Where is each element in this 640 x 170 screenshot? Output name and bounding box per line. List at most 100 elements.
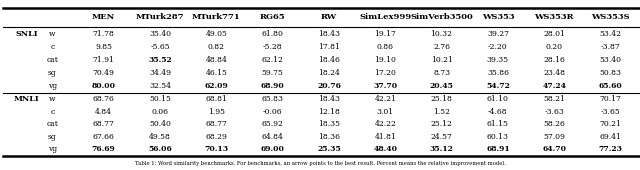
Text: 35.86: 35.86 bbox=[487, 69, 509, 77]
Text: 17.20: 17.20 bbox=[374, 69, 396, 77]
Text: 8.73: 8.73 bbox=[433, 69, 450, 77]
Text: -5.28: -5.28 bbox=[263, 43, 282, 51]
Text: 49.58: 49.58 bbox=[149, 133, 171, 141]
Text: SNLI: SNLI bbox=[15, 30, 38, 38]
Text: 68.29: 68.29 bbox=[205, 133, 227, 141]
Text: SimVerb3500: SimVerb3500 bbox=[410, 13, 473, 21]
Text: 10.32: 10.32 bbox=[431, 30, 452, 38]
Text: 18.35: 18.35 bbox=[318, 120, 340, 128]
Text: 42.22: 42.22 bbox=[374, 120, 396, 128]
Text: 18.24: 18.24 bbox=[318, 69, 340, 77]
Text: 61.15: 61.15 bbox=[487, 120, 509, 128]
Text: 65.83: 65.83 bbox=[262, 95, 284, 103]
Text: -3.63: -3.63 bbox=[544, 107, 564, 116]
Text: 68.81: 68.81 bbox=[205, 95, 227, 103]
Text: 1.95: 1.95 bbox=[208, 107, 225, 116]
Text: 68.90: 68.90 bbox=[260, 82, 285, 90]
Text: 48.84: 48.84 bbox=[205, 56, 227, 64]
Text: 70.21: 70.21 bbox=[600, 120, 621, 128]
Text: MTurk771: MTurk771 bbox=[192, 13, 241, 21]
Text: 2.76: 2.76 bbox=[433, 43, 450, 51]
Text: 46.15: 46.15 bbox=[205, 69, 227, 77]
Text: -3.65: -3.65 bbox=[601, 107, 620, 116]
Text: 0.86: 0.86 bbox=[377, 43, 394, 51]
Text: 65.92: 65.92 bbox=[262, 120, 284, 128]
Text: 18.46: 18.46 bbox=[318, 56, 340, 64]
Text: 58.26: 58.26 bbox=[543, 120, 565, 128]
Text: sg: sg bbox=[48, 133, 57, 141]
Text: 0.82: 0.82 bbox=[208, 43, 225, 51]
Text: -3.87: -3.87 bbox=[601, 43, 620, 51]
Text: 0.20: 0.20 bbox=[546, 43, 563, 51]
Text: 69.41: 69.41 bbox=[600, 133, 621, 141]
Text: 76.69: 76.69 bbox=[92, 145, 116, 153]
Text: w: w bbox=[49, 30, 56, 38]
Text: 28.01: 28.01 bbox=[543, 30, 565, 38]
Text: 18.43: 18.43 bbox=[318, 30, 340, 38]
Text: 77.23: 77.23 bbox=[598, 145, 623, 153]
Text: 80.00: 80.00 bbox=[92, 82, 116, 90]
Text: MTurk287: MTurk287 bbox=[136, 13, 184, 21]
Text: 48.40: 48.40 bbox=[373, 145, 397, 153]
Text: RW: RW bbox=[321, 13, 337, 21]
Text: 57.09: 57.09 bbox=[543, 133, 565, 141]
Text: -0.06: -0.06 bbox=[263, 107, 282, 116]
Text: c: c bbox=[51, 43, 54, 51]
Text: 24.57: 24.57 bbox=[431, 133, 452, 141]
Text: WS353: WS353 bbox=[482, 13, 514, 21]
Text: 34.49: 34.49 bbox=[149, 69, 171, 77]
Text: 39.35: 39.35 bbox=[487, 56, 509, 64]
Text: 19.17: 19.17 bbox=[374, 30, 396, 38]
Text: 68.77: 68.77 bbox=[205, 120, 227, 128]
Text: 37.70: 37.70 bbox=[373, 82, 397, 90]
Text: 62.12: 62.12 bbox=[262, 56, 284, 64]
Text: 58.21: 58.21 bbox=[543, 95, 565, 103]
Text: 70.13: 70.13 bbox=[204, 145, 228, 153]
Text: 53.42: 53.42 bbox=[600, 30, 621, 38]
Text: 35.40: 35.40 bbox=[149, 30, 171, 38]
Text: 47.24: 47.24 bbox=[542, 82, 566, 90]
Text: 20.76: 20.76 bbox=[317, 82, 341, 90]
Text: 19.10: 19.10 bbox=[374, 56, 396, 64]
Text: 39.27: 39.27 bbox=[487, 30, 509, 38]
Text: 56.06: 56.06 bbox=[148, 145, 172, 153]
Text: cat: cat bbox=[47, 56, 58, 64]
Text: 71.78: 71.78 bbox=[93, 30, 115, 38]
Text: sg: sg bbox=[48, 69, 57, 77]
Text: WS353S: WS353S bbox=[591, 13, 630, 21]
Text: -2.20: -2.20 bbox=[488, 43, 508, 51]
Text: vg: vg bbox=[48, 145, 57, 153]
Text: 3.01: 3.01 bbox=[377, 107, 394, 116]
Text: 49.05: 49.05 bbox=[205, 30, 227, 38]
Text: SimLex999: SimLex999 bbox=[359, 13, 412, 21]
Text: w: w bbox=[49, 95, 56, 103]
Text: -4.68: -4.68 bbox=[488, 107, 508, 116]
Text: 42.21: 42.21 bbox=[374, 95, 396, 103]
Text: 59.75: 59.75 bbox=[262, 69, 284, 77]
Text: 67.66: 67.66 bbox=[93, 133, 115, 141]
Text: MEN: MEN bbox=[92, 13, 115, 21]
Text: 12.18: 12.18 bbox=[318, 107, 340, 116]
Text: 54.72: 54.72 bbox=[486, 82, 510, 90]
Text: Table 1: Word similarity benchmarks. For benchmarks, an arrow points to the best: Table 1: Word similarity benchmarks. For… bbox=[134, 161, 506, 166]
Text: 68.91: 68.91 bbox=[486, 145, 510, 153]
Text: 70.49: 70.49 bbox=[93, 69, 115, 77]
Text: 28.16: 28.16 bbox=[543, 56, 565, 64]
Text: 18.43: 18.43 bbox=[318, 95, 340, 103]
Text: 71.91: 71.91 bbox=[93, 56, 115, 64]
Text: 32.54: 32.54 bbox=[149, 82, 171, 90]
Text: 65.60: 65.60 bbox=[598, 82, 623, 90]
Text: 4.84: 4.84 bbox=[95, 107, 112, 116]
Text: 9.85: 9.85 bbox=[95, 43, 112, 51]
Text: 25.12: 25.12 bbox=[431, 120, 452, 128]
Text: 50.83: 50.83 bbox=[600, 69, 621, 77]
Text: 68.76: 68.76 bbox=[93, 95, 115, 103]
Text: 18.36: 18.36 bbox=[318, 133, 340, 141]
Text: 41.81: 41.81 bbox=[374, 133, 396, 141]
Text: 25.35: 25.35 bbox=[317, 145, 341, 153]
Text: 70.17: 70.17 bbox=[600, 95, 621, 103]
Text: 61.10: 61.10 bbox=[487, 95, 509, 103]
Text: 68.77: 68.77 bbox=[93, 120, 115, 128]
Text: 17.81: 17.81 bbox=[318, 43, 340, 51]
Text: 25.18: 25.18 bbox=[431, 95, 452, 103]
